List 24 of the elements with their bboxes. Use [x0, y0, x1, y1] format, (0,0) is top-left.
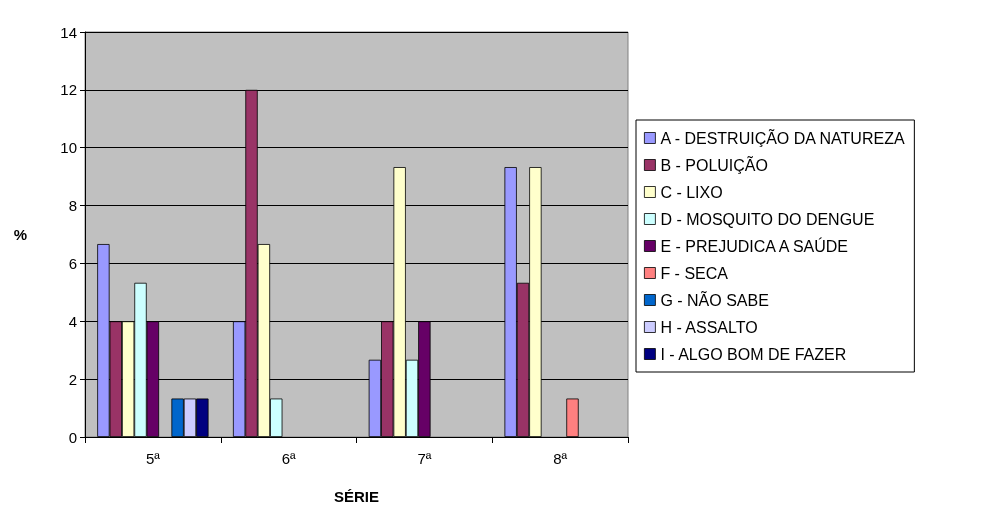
legend-label: I - ALGO BOM DE FAZER — [660, 345, 847, 363]
legend-label: A - DESTRUIÇÃO DA NATUREZA — [660, 127, 905, 147]
legend-label: F - SECA — [660, 264, 729, 282]
x-tick-label: 6ª — [281, 450, 297, 467]
y-tick-label: 8 — [68, 197, 77, 215]
y-axis-title: % — [13, 226, 27, 243]
legend-label: B - POLUIÇÃO — [660, 154, 768, 174]
legend-label: D - MOSQUITO DO DENGUE — [660, 210, 875, 228]
y-tick-label: 10 — [60, 139, 77, 157]
x-tick-label: 7ª — [417, 450, 432, 467]
legend-label: E - PREJUDICA A SAÚDE — [660, 236, 849, 255]
x-tick-label: 5ª — [145, 450, 161, 467]
y-tick-label: 12 — [60, 81, 77, 99]
legend-label: G - NÃO SABE — [660, 289, 769, 309]
legend-label: H - ASSALTO — [660, 318, 758, 336]
y-tick-label: 4 — [68, 312, 77, 330]
y-tick-label: 6 — [68, 254, 77, 272]
bar — [566, 398, 579, 437]
y-tick-label: 2 — [68, 370, 77, 388]
x-tick-label: 8ª — [553, 450, 568, 467]
y-tick-label: 0 — [68, 428, 77, 446]
x-axis-title: SÉRIE — [333, 488, 380, 505]
legend-label: C - LIXO — [660, 183, 723, 201]
y-tick-label: 14 — [60, 23, 77, 41]
